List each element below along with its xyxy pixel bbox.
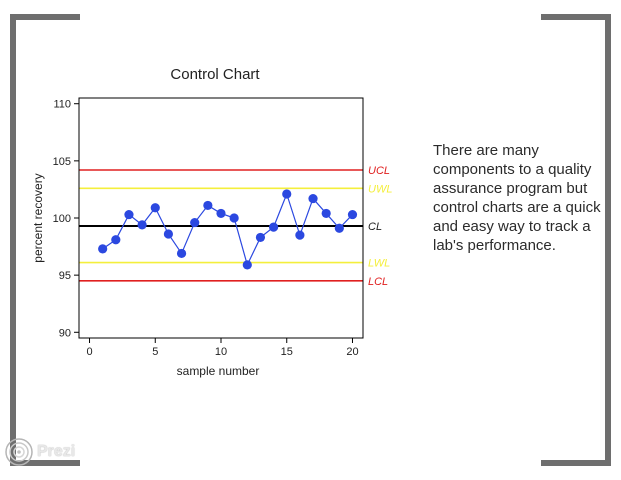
prezi-logo-text: Prezi bbox=[37, 443, 76, 460]
data-point bbox=[203, 200, 213, 211]
y-tick-label: 110 bbox=[53, 99, 71, 111]
data-point bbox=[282, 189, 292, 199]
data-point bbox=[216, 208, 226, 219]
data-point bbox=[229, 213, 239, 223]
data-point bbox=[98, 244, 108, 254]
chart-title: Control Chart bbox=[170, 66, 260, 83]
series-line bbox=[102, 192, 353, 267]
description-text: There are many components to a quality a… bbox=[433, 142, 601, 254]
prezi-logo-icon bbox=[5, 438, 33, 466]
data-point bbox=[295, 230, 305, 240]
data-point bbox=[190, 217, 200, 228]
y-tick-label: 100 bbox=[53, 213, 71, 225]
x-tick-label: 20 bbox=[346, 346, 358, 358]
data-point bbox=[268, 222, 279, 232]
uwl-label: UWL bbox=[368, 183, 392, 195]
data-point bbox=[150, 203, 160, 213]
x-tick-label: 10 bbox=[215, 346, 227, 358]
ucl-label: UCL bbox=[368, 165, 390, 177]
data-point bbox=[176, 248, 187, 259]
data-point bbox=[255, 232, 266, 243]
y-axis-label: percent recovery bbox=[31, 173, 45, 262]
data-point bbox=[111, 235, 121, 245]
data-point bbox=[242, 260, 252, 270]
x-tick-label: 15 bbox=[281, 346, 293, 358]
lwl-label: LWL bbox=[368, 258, 390, 270]
lcl-label: LCL bbox=[368, 276, 388, 288]
data-point bbox=[308, 193, 318, 204]
y-tick-label: 105 bbox=[53, 156, 71, 168]
x-tick-label: 5 bbox=[152, 346, 158, 358]
prezi-logo: Prezi bbox=[4, 437, 75, 467]
data-point bbox=[347, 209, 358, 220]
data-point bbox=[321, 208, 331, 219]
data-point bbox=[163, 229, 174, 239]
data-point bbox=[124, 209, 134, 220]
y-tick-label: 90 bbox=[59, 327, 71, 339]
x-axis-label: sample number bbox=[177, 364, 260, 378]
cl-label: CL bbox=[368, 221, 382, 233]
data-point bbox=[137, 220, 147, 230]
y-tick-label: 95 bbox=[59, 270, 71, 282]
data-point bbox=[334, 223, 344, 233]
x-tick-label: 0 bbox=[86, 346, 92, 358]
